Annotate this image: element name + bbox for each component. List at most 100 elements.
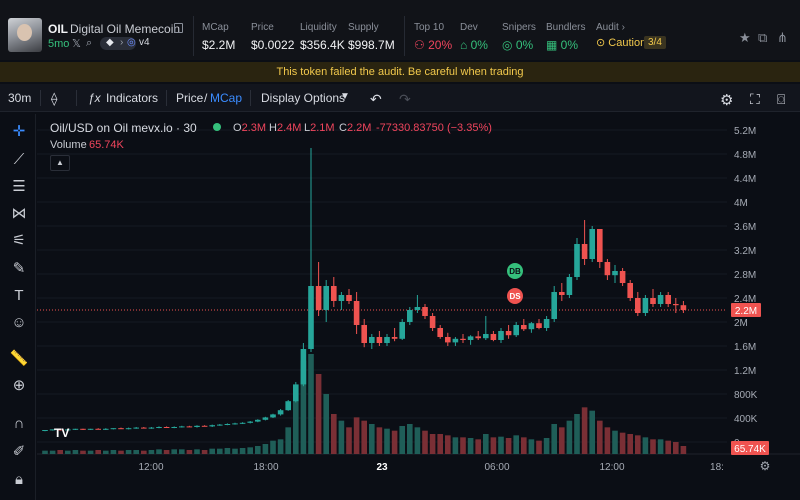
- y-tick-label: 4.4M: [734, 174, 756, 185]
- token-header: OIL Digital Oil Memecoin 5mo 𝕏 ⌕ ◆ › ◎ v…: [0, 0, 800, 60]
- volume-bar: [57, 450, 63, 454]
- candle-body: [133, 427, 139, 429]
- y-tick-label: 1.6M: [734, 342, 756, 353]
- candle-body: [642, 298, 649, 313]
- candle-body: [194, 425, 200, 427]
- collapse-legend-button[interactable]: ▲: [50, 155, 70, 171]
- camera-icon[interactable]: ⌼: [777, 91, 786, 107]
- y-tick-label: 4.8M: [734, 150, 756, 161]
- search-icon[interactable]: ⌕: [86, 37, 93, 49]
- external-link-icon[interactable]: ⧉: [758, 30, 768, 45]
- x-tick-label: 12:00: [138, 462, 163, 473]
- candle-body: [118, 428, 124, 430]
- ohlc-high-key: H: [269, 122, 277, 134]
- ohlc-high-value: 2.4M: [276, 122, 302, 134]
- price-toggle[interactable]: Price: [176, 91, 204, 105]
- stat-value-dev: ⌂ 0%: [460, 38, 488, 52]
- brush-icon[interactable]: ✎: [12, 260, 26, 277]
- star-icon[interactable]: ★: [739, 30, 751, 45]
- mcap-toggle[interactable]: MCap: [210, 91, 243, 105]
- trendline-icon[interactable]: ⟋: [13, 151, 25, 168]
- volume-bar: [680, 446, 687, 454]
- volume-bar: [536, 440, 542, 454]
- ohlc-low: L2.1M: [304, 122, 335, 134]
- volume-bar: [95, 450, 101, 454]
- volume-bar: [505, 438, 512, 454]
- candle-body: [369, 337, 375, 343]
- volume-bar: [163, 450, 170, 454]
- redo-icon[interactable]: ↷: [399, 91, 411, 107]
- volume-bar: [353, 417, 360, 454]
- text-icon[interactable]: T: [14, 287, 24, 304]
- price-tag-bg: [731, 303, 761, 317]
- volume-bar: [429, 434, 436, 454]
- candle-body: [255, 419, 261, 422]
- stat-value-liquidity: $356.4K: [300, 38, 345, 52]
- interval-select[interactable]: 30m: [8, 91, 32, 105]
- lock-edit-icon[interactable]: ✐: [12, 443, 26, 460]
- volume-bar: [217, 448, 223, 454]
- zoom-in-icon[interactable]: ⊕: [12, 377, 26, 394]
- volume-bar: [80, 450, 86, 454]
- display-options-button[interactable]: Display Options: [261, 91, 346, 105]
- price-chart[interactable]: 5.2M 4.8M 4.4M 4M 3.6M 3.2M 2.8M 2.4M 2M 1.6M 1.2M…: [37, 114, 800, 500]
- stat-label-audit[interactable]: Audit ›: [596, 22, 625, 33]
- candle-body: [452, 338, 459, 343]
- candle-body: [498, 331, 504, 340]
- candle-body: [414, 307, 421, 310]
- fullscreen-icon[interactable]: ⛶: [750, 91, 760, 107]
- settings-icon[interactable]: ⚙: [720, 92, 734, 109]
- candle-body: [391, 337, 398, 339]
- horizontal-lines-icon[interactable]: ☰: [12, 178, 26, 195]
- candle-body: [262, 417, 269, 420]
- candle-body: [680, 305, 687, 310]
- audit-status-text: Caution: [608, 37, 647, 49]
- volume-bar: [262, 444, 269, 454]
- fib-icon[interactable]: ⚟: [12, 232, 26, 249]
- candle-body: [270, 414, 276, 418]
- undo-icon[interactable]: ↶: [370, 91, 382, 107]
- emoji-icon[interactable]: ☺: [11, 314, 27, 331]
- indicators-button[interactable]: Indicators: [106, 91, 159, 105]
- volume-bar: [361, 420, 367, 454]
- x-logo-icon[interactable]: 𝕏: [72, 38, 81, 50]
- copy-icon[interactable]: [174, 23, 183, 33]
- volume-bar: [110, 450, 117, 454]
- ds-marker-label: DS: [509, 292, 521, 301]
- volume-bar: [490, 437, 497, 454]
- volume-bar: [384, 428, 390, 454]
- price-mcap-separator: /: [204, 91, 208, 105]
- volume-bar: [414, 427, 421, 454]
- candle-style-icon[interactable]: ⟠: [51, 91, 58, 106]
- y-tick-label: 4M: [734, 198, 748, 209]
- candle-body: [179, 426, 185, 428]
- audit-count: 3/4: [644, 36, 666, 49]
- candle-body: [239, 422, 246, 424]
- volume-bar: [483, 434, 489, 454]
- volume-bar: [315, 374, 322, 454]
- ohlc-low-key: L: [304, 122, 311, 134]
- volume-bar: [72, 450, 79, 454]
- candle-body: [513, 325, 519, 336]
- stat-value-supply: $998.7M: [348, 38, 395, 52]
- volume-bar: [293, 400, 299, 454]
- volume-bar: [559, 427, 565, 454]
- share-icon[interactable]: ⋔: [777, 30, 788, 45]
- candle-body: [604, 262, 611, 276]
- ruler-icon[interactable]: 📏: [9, 350, 29, 367]
- volume-bar: [103, 450, 109, 454]
- candle-body: [650, 298, 656, 304]
- crosshair-icon[interactable]: ✛: [12, 123, 26, 140]
- candle-body: [346, 295, 352, 301]
- indicators-icon[interactable]: ƒx: [88, 91, 101, 105]
- volume-bar: [627, 434, 633, 454]
- links-pill[interactable]: [100, 37, 136, 50]
- ohlc-high: H2.4M: [269, 122, 301, 134]
- lock-icon[interactable]: 🔒︎: [15, 471, 23, 488]
- stat-label-supply: Supply: [348, 22, 379, 33]
- ohlc-change: -77330.83750 (−3.35%): [376, 122, 492, 134]
- pattern-icon[interactable]: ⋈: [11, 205, 27, 222]
- volume-bar: [141, 450, 147, 454]
- magnet-icon[interactable]: ∩: [13, 415, 25, 432]
- ohlc-open: O2.3M: [233, 122, 266, 134]
